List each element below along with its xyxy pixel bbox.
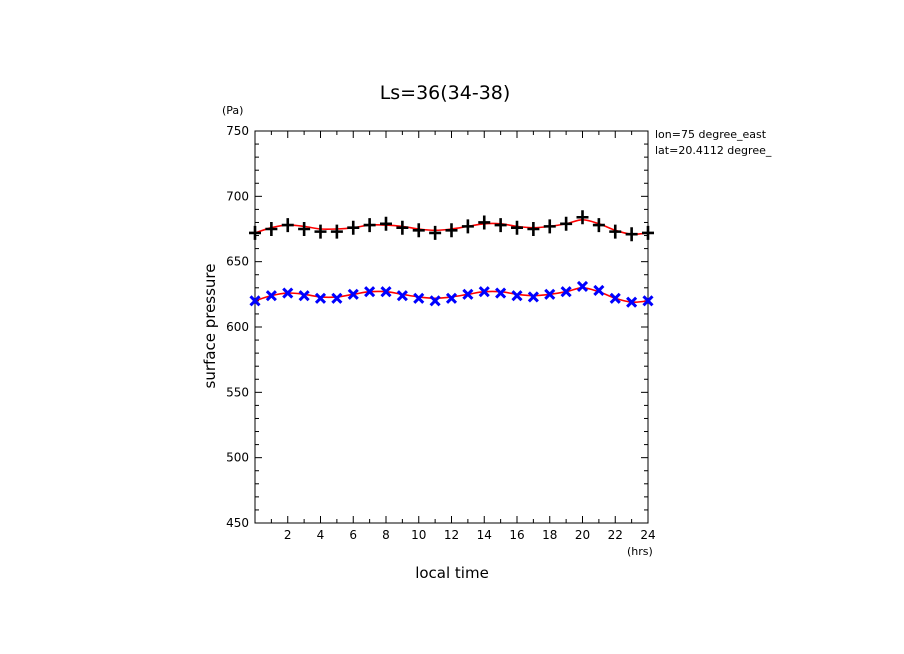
- y-tick-label: 450: [226, 516, 249, 530]
- data-point-plus: [543, 219, 556, 234]
- data-point-plus: [576, 210, 589, 225]
- x-tick-label: 16: [509, 528, 524, 542]
- x-tick-label: 12: [444, 528, 459, 542]
- y-tick-label: 550: [226, 385, 249, 399]
- x-axis-label: local time: [415, 564, 489, 582]
- data-point-plus: [380, 216, 392, 231]
- data-point-plus: [478, 215, 491, 230]
- x-tick-label: 2: [284, 528, 292, 542]
- data-point-x: [576, 280, 589, 293]
- data-point-x: [249, 295, 261, 307]
- data-point-plus: [265, 222, 278, 236]
- x-tick-label: 8: [382, 528, 390, 542]
- data-point-x: [265, 290, 277, 302]
- data-point-plus: [494, 218, 507, 233]
- data-point-plus: [592, 218, 605, 233]
- data-point-x: [413, 292, 425, 304]
- data-point-x: [462, 288, 474, 300]
- y-tick-label: 650: [226, 255, 249, 269]
- data-point-plus: [412, 223, 425, 238]
- data-point-plus: [347, 220, 360, 235]
- data-point-x: [347, 288, 359, 300]
- data-markers: [249, 210, 654, 308]
- data-point-plus: [363, 218, 376, 233]
- data-point-x: [527, 291, 539, 303]
- data-point-x: [478, 286, 490, 298]
- y-unit-label: (Pa): [222, 104, 243, 117]
- data-point-x: [429, 295, 441, 307]
- data-point-plus: [429, 225, 442, 240]
- data-point-plus: [445, 223, 458, 238]
- data-point-x: [314, 292, 327, 304]
- data-point-x: [560, 286, 572, 298]
- x-tick-label: 20: [575, 528, 590, 542]
- data-point-x: [626, 296, 638, 308]
- x-tick-label: 10: [411, 528, 426, 542]
- annotation-lon: lon=75 degree_east: [655, 128, 767, 141]
- data-point-x: [331, 292, 343, 304]
- data-point-x: [396, 290, 408, 302]
- data-point-plus: [642, 225, 654, 240]
- data-point-x: [642, 295, 654, 307]
- data-point-plus: [298, 222, 311, 236]
- data-point-plus: [625, 227, 638, 242]
- x-tick-label: 24: [640, 528, 655, 542]
- annotation-lat: lat=20.4112 degree_: [655, 144, 772, 157]
- y-tick-label: 750: [226, 124, 249, 138]
- data-point-x: [544, 288, 556, 300]
- data-point-x: [511, 290, 523, 302]
- y-tick-label: 500: [226, 451, 249, 465]
- x-tick-label: 6: [349, 528, 357, 542]
- x-tick-label: 22: [608, 528, 623, 542]
- data-point-plus: [330, 224, 343, 239]
- data-point-plus: [511, 220, 523, 235]
- data-point-x: [445, 292, 458, 304]
- data-point-plus: [609, 224, 622, 239]
- data-point-x: [495, 287, 507, 299]
- x-unit-label: (hrs): [627, 545, 653, 558]
- plot-frame: [254, 130, 649, 524]
- data-point-x: [380, 286, 392, 298]
- data-point-x: [593, 284, 605, 296]
- data-point-plus: [560, 216, 573, 231]
- y-tick-label: 700: [226, 189, 249, 203]
- data-point-plus: [281, 218, 294, 233]
- data-point-x: [282, 287, 294, 299]
- x-tick-label: 14: [477, 528, 492, 542]
- data-point-plus: [314, 224, 327, 239]
- data-point-plus: [249, 225, 261, 240]
- data-point-plus: [527, 222, 540, 236]
- data-point-x: [609, 292, 621, 304]
- y-axis-label: surface pressure: [201, 264, 219, 389]
- data-point-x: [298, 290, 310, 302]
- data-point-plus: [461, 219, 474, 234]
- data-point-x: [364, 286, 376, 298]
- x-tick-label: 18: [542, 528, 557, 542]
- data-point-plus: [396, 220, 409, 235]
- axis-ticks: 2 4 6 8 10 12 14 16 18 20 22 2445050055060065070075…: [226, 124, 656, 542]
- chart-title: Ls=36(34-38): [380, 82, 511, 104]
- x-tick-label: 4: [317, 528, 325, 542]
- y-tick-label: 600: [226, 320, 249, 334]
